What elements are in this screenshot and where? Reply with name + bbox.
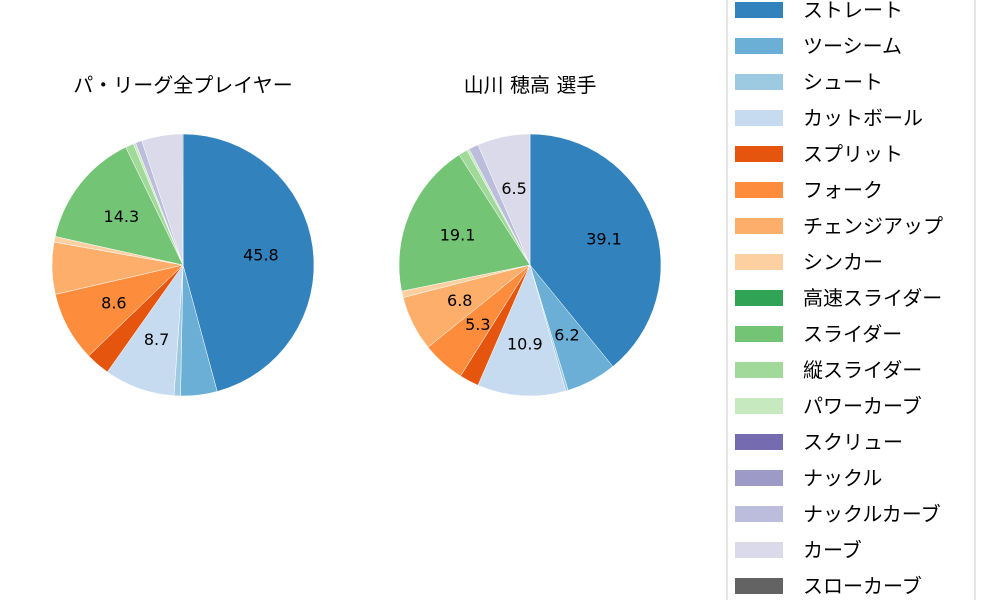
legend-label: シンカー	[803, 250, 883, 274]
legend-swatch	[735, 182, 783, 198]
pie-player: 39.1 6.2 10.9 5.3 6.8 19.1 6.5 山川 穂高 選手	[398, 73, 662, 397]
legend-frame	[726, 0, 976, 600]
legend-label: ツーシーム	[803, 34, 902, 58]
legend-label: 高速スライダー	[803, 286, 942, 310]
pie-slice	[182, 133, 315, 392]
slice-label: 6.8	[447, 291, 472, 310]
pie-slice	[398, 154, 531, 292]
legend-swatch	[735, 542, 783, 558]
legend-label: チェンジアップ	[803, 214, 943, 238]
slice-label: 45.8	[243, 246, 279, 265]
legend-swatch	[735, 2, 783, 18]
legend-label: カットボール	[803, 106, 923, 130]
slice-label: 14.3	[104, 207, 140, 226]
legend-swatch	[735, 326, 783, 342]
legend-label: ナックルカーブ	[803, 502, 941, 526]
pie-slice	[477, 133, 531, 266]
legend: ストレートツーシームシュートカットボールスプリットフォークチェンジアップシンカー…	[726, 0, 976, 600]
legend-label: ナックル	[803, 466, 882, 490]
pie-slice	[54, 146, 184, 266]
slice-label: 10.9	[507, 334, 543, 353]
legend-swatch	[735, 506, 783, 522]
legend-swatch	[735, 362, 783, 378]
legend-label: シュート	[803, 70, 883, 94]
legend-label: カーブ	[803, 538, 862, 562]
legend-swatch	[735, 146, 783, 162]
slice-label: 39.1	[586, 230, 622, 249]
slice-label: 5.3	[465, 315, 490, 334]
legend-swatch	[735, 578, 783, 594]
pie-title-league: パ・リーグ全プレイヤー	[73, 73, 292, 97]
pie-league: 45.8 8.7 8.6 14.3 パ・リーグ全プレイヤー	[51, 73, 315, 397]
legend-swatch	[735, 74, 783, 90]
legend-label: パワーカーブ	[803, 394, 922, 418]
pie-slice	[181, 133, 184, 266]
legend-label: スクリュー	[803, 430, 903, 454]
legend-swatch	[735, 470, 783, 486]
legend-swatch	[735, 290, 783, 306]
slice-label: 6.2	[554, 325, 579, 344]
pie-slice	[477, 264, 567, 397]
legend-swatch	[735, 38, 783, 54]
legend-label: スローカーブ	[803, 574, 922, 598]
slice-label: 6.5	[501, 179, 526, 198]
legend-label: 縦スライダー	[803, 358, 922, 382]
legend-label: フォーク	[803, 178, 883, 202]
legend-swatch	[735, 434, 783, 450]
pie-title-player: 山川 穂高 選手	[464, 73, 597, 97]
slice-label: 8.6	[101, 293, 126, 312]
legend-label: スプリット	[803, 142, 903, 166]
legend-swatch	[735, 398, 783, 414]
legend-swatch	[735, 110, 783, 126]
slice-label: 8.7	[144, 330, 169, 349]
legend-swatch	[735, 218, 783, 234]
legend-swatch	[735, 254, 783, 270]
pie-slice	[529, 133, 662, 367]
legend-label: ストレート	[803, 0, 903, 22]
slice-label: 19.1	[440, 225, 476, 244]
legend-label: スライダー	[803, 322, 902, 346]
